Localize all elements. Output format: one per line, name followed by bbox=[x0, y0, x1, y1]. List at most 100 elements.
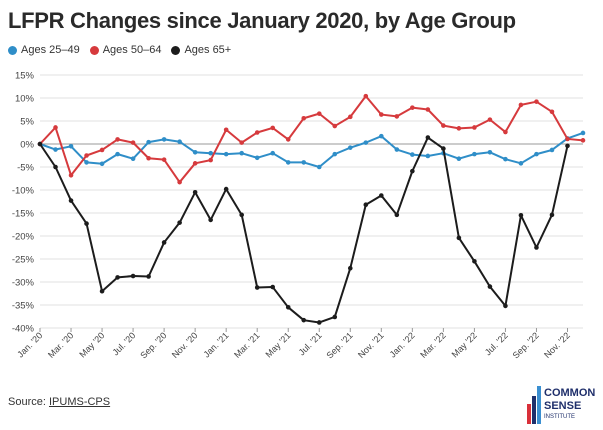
data-point bbox=[425, 107, 431, 112]
data-point bbox=[254, 130, 260, 135]
x-tick-label: Jul. '22 bbox=[483, 330, 510, 357]
data-point bbox=[394, 147, 400, 152]
data-point bbox=[146, 274, 151, 279]
y-tick-label: -5% bbox=[17, 163, 34, 174]
data-point bbox=[379, 133, 384, 139]
x-tick-label: Mar. '22 bbox=[418, 330, 448, 360]
x-tick-label: Mar. '20 bbox=[46, 330, 76, 360]
x-tick-label: Nov. '22 bbox=[542, 330, 572, 360]
data-point bbox=[472, 125, 477, 130]
data-point bbox=[456, 235, 462, 241]
data-point bbox=[456, 126, 462, 131]
logo-bar-1 bbox=[527, 404, 531, 424]
data-point bbox=[223, 151, 229, 157]
legend-swatch bbox=[171, 45, 181, 55]
data-point bbox=[332, 314, 338, 320]
y-tick-label: 15% bbox=[15, 71, 35, 82]
y-tick-label: -15% bbox=[12, 209, 35, 220]
x-tick-label: Jul. '20 bbox=[110, 330, 137, 357]
y-tick-label: 0% bbox=[20, 140, 34, 151]
data-point bbox=[84, 153, 89, 158]
data-point bbox=[192, 161, 198, 166]
data-point bbox=[84, 160, 89, 165]
y-tick-label: 10% bbox=[15, 94, 35, 105]
legend-item: Ages 50–64 bbox=[89, 44, 162, 56]
data-point bbox=[254, 285, 260, 290]
data-point bbox=[379, 112, 384, 117]
data-point bbox=[285, 305, 291, 310]
legend-label: Ages 65+ bbox=[184, 44, 232, 56]
data-point bbox=[53, 147, 58, 152]
legend-item: Ages 25–49 bbox=[8, 44, 80, 56]
data-point bbox=[363, 140, 369, 145]
series-line-0 bbox=[39, 132, 584, 168]
chart-legend: Ages 25–49 Ages 50–64 Ages 65+ bbox=[8, 44, 231, 56]
logo-bar-2 bbox=[532, 396, 536, 424]
x-tick-label: May '20 bbox=[77, 330, 106, 359]
x-tick-label: Sep. '21 bbox=[324, 330, 354, 360]
data-point bbox=[332, 151, 338, 157]
data-point bbox=[146, 139, 151, 145]
x-tick-label: Nov. '21 bbox=[356, 330, 386, 360]
data-point bbox=[316, 320, 322, 325]
data-point bbox=[549, 109, 555, 115]
y-tick-label: -40% bbox=[12, 324, 35, 335]
data-point bbox=[347, 114, 353, 120]
data-point bbox=[68, 198, 74, 203]
series-line-1 bbox=[39, 95, 584, 184]
data-point bbox=[441, 123, 446, 128]
y-tick-label: -30% bbox=[12, 278, 35, 289]
data-point bbox=[301, 160, 307, 165]
data-point bbox=[270, 150, 276, 156]
data-point bbox=[223, 186, 229, 192]
data-point bbox=[503, 303, 508, 309]
data-point bbox=[115, 137, 120, 142]
data-point bbox=[37, 141, 43, 147]
data-point bbox=[410, 105, 415, 110]
data-point bbox=[425, 135, 431, 140]
data-point bbox=[394, 212, 400, 218]
source-note: Source: IPUMS-CPS bbox=[8, 396, 110, 408]
data-point bbox=[425, 153, 431, 159]
data-point bbox=[518, 161, 524, 166]
x-tick-label: May '21 bbox=[263, 330, 292, 359]
data-point bbox=[177, 220, 182, 225]
x-tick-label: Mar. '21 bbox=[232, 330, 262, 360]
data-point bbox=[99, 288, 105, 294]
data-point bbox=[115, 275, 120, 280]
data-point bbox=[130, 273, 136, 279]
data-point bbox=[487, 117, 493, 122]
data-point bbox=[68, 144, 74, 149]
data-point bbox=[472, 259, 477, 264]
data-point bbox=[239, 140, 244, 145]
logo-line2: SENSE bbox=[544, 400, 581, 412]
data-point bbox=[239, 212, 244, 218]
x-tick-label: Jul. '21 bbox=[297, 330, 324, 357]
data-point bbox=[347, 265, 353, 271]
data-point bbox=[99, 147, 105, 153]
legend-label: Ages 50–64 bbox=[102, 44, 162, 56]
data-point bbox=[503, 156, 508, 162]
data-point bbox=[410, 168, 415, 174]
data-point bbox=[99, 161, 105, 167]
data-point bbox=[285, 137, 291, 142]
data-point bbox=[565, 143, 570, 149]
source-link[interactable]: IPUMS-CPS bbox=[48, 396, 111, 408]
data-point bbox=[487, 149, 493, 155]
source-label: Source: bbox=[8, 396, 46, 408]
data-point bbox=[549, 147, 555, 153]
data-point bbox=[270, 125, 276, 131]
x-tick-label: Sep. '22 bbox=[511, 330, 541, 360]
series-line-2 bbox=[39, 136, 569, 324]
legend-swatch bbox=[8, 45, 17, 55]
data-point bbox=[441, 146, 446, 151]
data-point bbox=[254, 155, 260, 161]
data-point bbox=[53, 164, 58, 170]
data-point bbox=[177, 139, 182, 144]
data-point bbox=[518, 102, 524, 108]
data-point bbox=[208, 157, 213, 163]
data-point bbox=[472, 151, 477, 157]
data-point bbox=[161, 240, 167, 245]
data-point bbox=[549, 212, 555, 218]
legend-label: Ages 25–49 bbox=[21, 44, 80, 56]
